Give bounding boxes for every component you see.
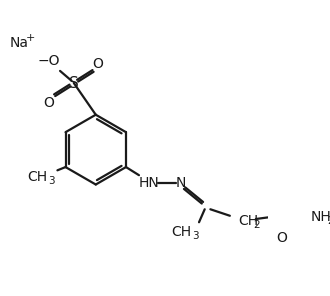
Text: 3: 3 — [49, 176, 55, 186]
Text: 2: 2 — [327, 216, 330, 226]
Text: O: O — [43, 96, 54, 110]
Text: CH: CH — [238, 214, 258, 228]
Text: HN: HN — [138, 176, 159, 190]
Text: Na: Na — [10, 36, 29, 49]
Text: −O: −O — [37, 54, 60, 68]
Text: CH: CH — [171, 225, 191, 239]
Text: O: O — [276, 231, 287, 245]
Text: CH: CH — [28, 170, 48, 184]
Text: +: + — [26, 33, 35, 44]
Text: O: O — [92, 57, 103, 71]
Text: N: N — [176, 176, 186, 190]
Text: 3: 3 — [192, 231, 198, 241]
Text: NH: NH — [311, 210, 330, 224]
Text: S: S — [69, 75, 79, 91]
Text: 2: 2 — [253, 220, 260, 230]
